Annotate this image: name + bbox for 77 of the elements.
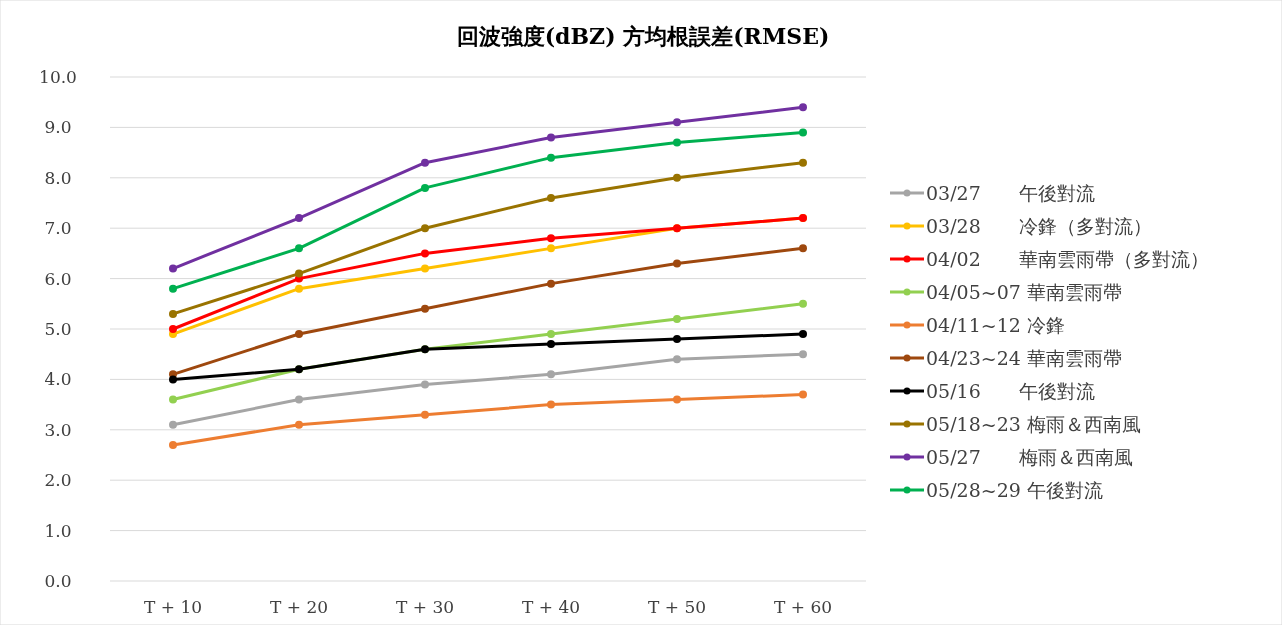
point [421,410,429,419]
point [295,269,303,278]
point [295,395,303,404]
legend-label: 04/05~07 華南雲雨帶 [926,281,1122,303]
point [673,335,681,344]
point [799,299,807,308]
point [295,330,303,339]
point [547,193,555,202]
point [421,224,429,233]
point [421,158,429,167]
y-tick-label: 0.0 [44,571,72,591]
point [547,153,555,162]
point [169,284,177,293]
y-tick-label: 2.0 [44,470,72,491]
chart-title: 回波強度(dBZ) 方均根誤差(RMSE) [456,23,830,49]
point [547,340,555,349]
legend-label: 05/28~29 午後對流 [926,479,1103,501]
point [421,380,429,389]
x-tick-label: T + 30 [395,597,455,617]
y-tick-label: 9.0 [44,117,72,138]
point [799,244,807,253]
point [421,304,429,313]
x-tick-label: T + 50 [647,597,707,617]
point [673,173,681,182]
point [547,234,555,243]
point [547,370,555,379]
point [421,249,429,258]
point [799,103,807,112]
point [169,440,177,449]
point [673,118,681,127]
point [295,214,303,223]
x-tick-label: T + 40 [521,597,581,617]
point [421,264,429,273]
point [547,133,555,142]
y-tick-label: 4.0 [44,369,72,390]
x-tick-label: T + 10 [143,597,203,617]
legend-label: 04/11~12 冷鋒 [926,314,1065,336]
point [673,355,681,364]
point [169,375,177,384]
point [673,259,681,268]
point [547,330,555,339]
point [547,244,555,253]
point [673,395,681,404]
legend-label: 05/18~23 梅雨＆西南風 [926,413,1141,435]
point [799,390,807,399]
point [169,309,177,318]
legend-label: 04/02 華南雲雨帶（多對流） [926,248,1209,270]
point [295,420,303,429]
legend-label: 05/16 午後對流 [926,380,1095,402]
legend-label: 04/23~24 華南雲雨帶 [926,347,1122,369]
point [169,264,177,273]
point [169,325,177,333]
x-tick-label: T + 20 [269,597,329,617]
x-tick-label: T + 60 [773,597,833,617]
legend-label: 03/27 午後對流 [926,182,1095,204]
point [295,284,303,293]
legend-label: 03/28 冷鋒（多對流） [926,215,1152,237]
point [673,138,681,147]
point [799,330,807,339]
y-tick-label: 5.0 [44,319,72,339]
y-tick-label: 10.0 [39,67,77,87]
point [799,350,807,359]
point [295,244,303,253]
point [169,395,177,404]
y-tick-label: 7.0 [44,218,72,239]
y-tick-label: 3.0 [44,419,72,440]
point [169,420,177,429]
y-tick-label: 8.0 [44,167,72,188]
legend-label: 05/27 梅雨＆西南風 [926,446,1133,468]
point [421,183,429,192]
point [547,279,555,288]
point [673,314,681,323]
point [547,400,555,409]
y-tick-label: 1.0 [44,520,72,541]
y-tick-label: 6.0 [44,268,72,289]
point [799,158,807,167]
point [799,128,807,137]
